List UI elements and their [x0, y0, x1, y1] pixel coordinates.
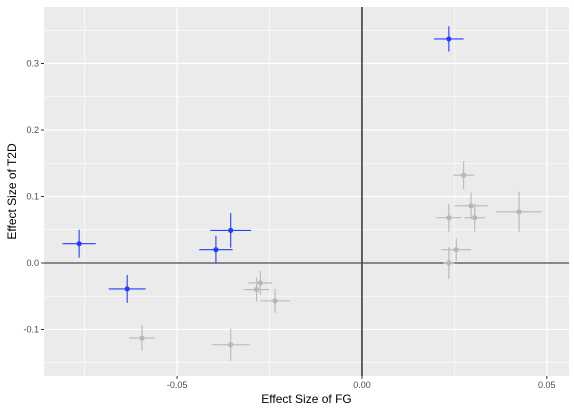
x-tick-label: 0.00 — [353, 380, 371, 390]
other-point — [446, 215, 452, 221]
y-tick-label: 0.1 — [26, 191, 39, 201]
other-point — [257, 280, 263, 286]
other-point — [253, 286, 260, 293]
y-axis-title: Effect Size of T2D — [5, 143, 19, 240]
other-point — [453, 247, 459, 253]
y-tick-label: 0.3 — [26, 59, 39, 69]
other-point — [468, 203, 474, 209]
y-tick-label: -0.1 — [23, 324, 39, 334]
other-point — [461, 172, 467, 178]
plot-panel — [44, 7, 569, 376]
other-point — [272, 298, 278, 304]
other-point — [139, 335, 145, 341]
y-tick-label: 0.2 — [26, 125, 39, 135]
y-axis: -0.1 0.0 0.1 0.2 0.3 — [23, 59, 44, 334]
other-point — [446, 260, 452, 266]
highlighted-point — [124, 286, 130, 292]
highlighted-point — [213, 247, 219, 253]
highlighted-point — [446, 36, 452, 42]
reference-lines — [44, 7, 569, 376]
other-point — [228, 342, 234, 348]
x-axis: -0.05 0.00 0.05 — [167, 376, 556, 390]
highlighted-point — [76, 241, 82, 247]
x-axis-title: Effect Size of FG — [261, 392, 351, 406]
y-tick-label: 0.0 — [26, 258, 39, 268]
highlighted-point — [228, 227, 234, 233]
x-tick-label: -0.05 — [167, 380, 188, 390]
x-tick-label: 0.05 — [538, 380, 556, 390]
data-points — [76, 36, 522, 348]
other-point — [472, 215, 478, 221]
other-point — [516, 209, 522, 215]
grid-minor — [44, 7, 569, 376]
